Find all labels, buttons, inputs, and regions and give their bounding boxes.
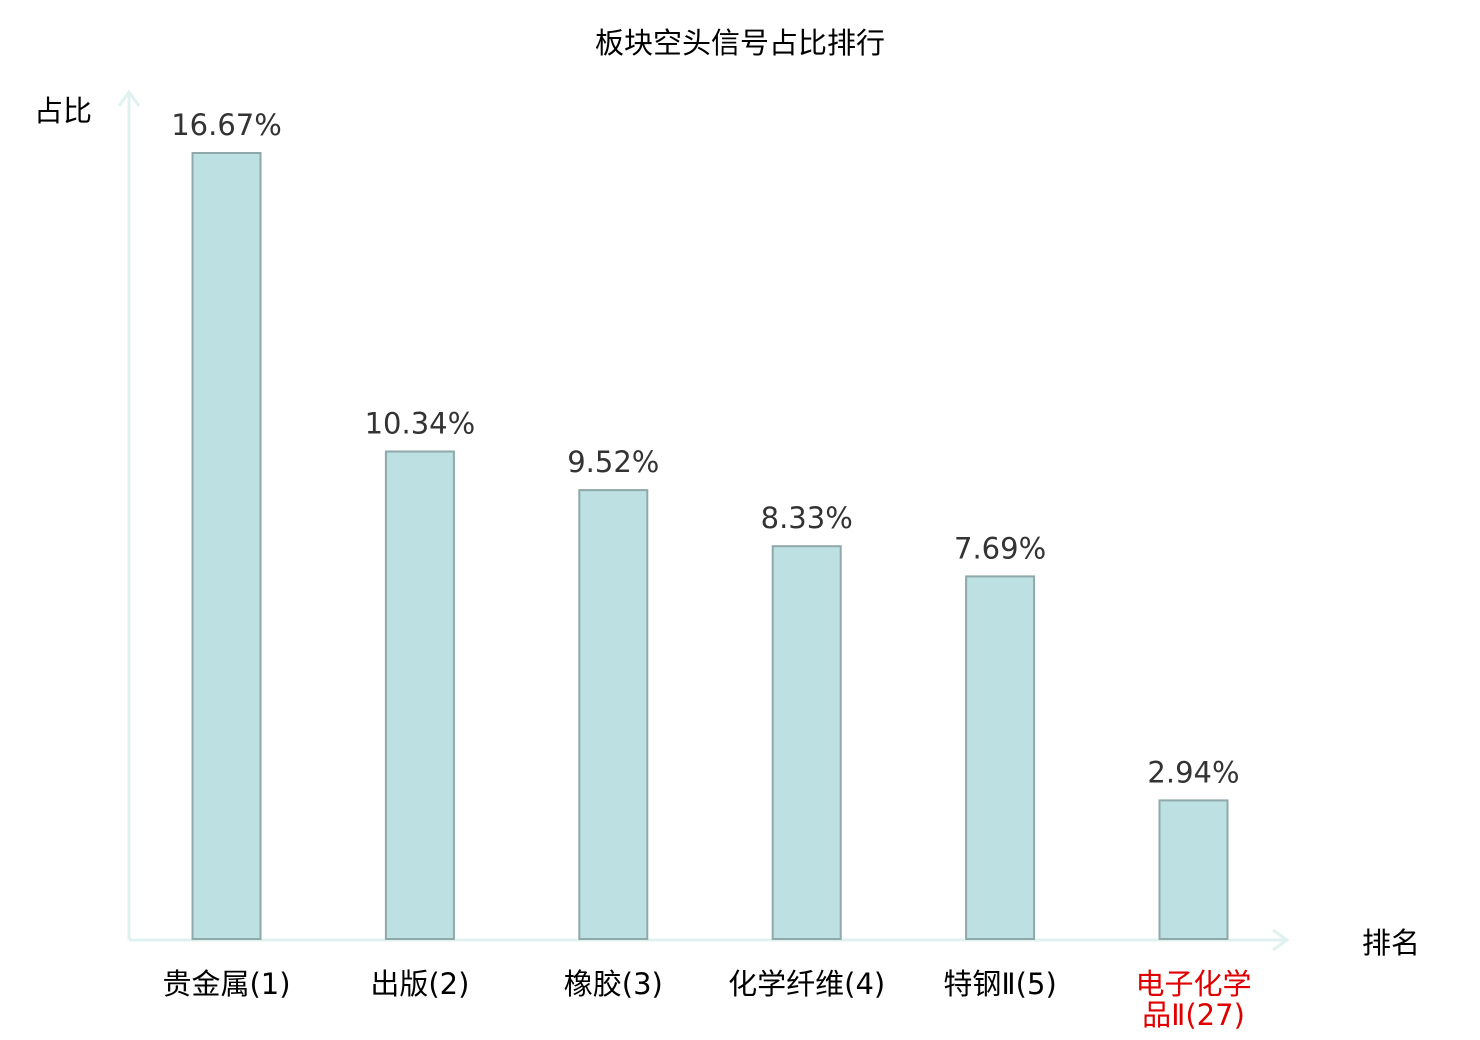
bar bbox=[578, 489, 649, 940]
bar bbox=[384, 450, 455, 940]
bar-value-label: 16.67% bbox=[171, 108, 282, 142]
bar-value-label: 7.69% bbox=[954, 531, 1046, 565]
value-labels: 16.67% 10.34% 9.52% 8.33% 7.69% 2.94% bbox=[171, 108, 1239, 789]
x-axis-arrow-icon bbox=[1272, 928, 1290, 952]
category-label: 贵金属(1) bbox=[162, 967, 290, 1001]
category-label: 电子化学品Ⅱ(27) bbox=[1135, 967, 1251, 1032]
bar bbox=[1158, 799, 1229, 941]
x-axis bbox=[129, 928, 1290, 952]
category-label-line: 贵金属(1) bbox=[162, 967, 290, 1001]
category-label-line: 品Ⅱ(27) bbox=[1142, 998, 1245, 1032]
x-axis-label: 排名 bbox=[1362, 926, 1420, 960]
category-labels: 贵金属(1) 出版(2) 橡胶(3) 化学纤维(4) 特钢Ⅱ(5) 电子化学品Ⅱ(27) bbox=[162, 967, 1251, 1032]
bar bbox=[771, 545, 842, 940]
bar-value-label: 9.52% bbox=[567, 445, 659, 479]
category-label-line: 橡胶(3) bbox=[564, 967, 663, 1001]
category-label-line: 特钢Ⅱ(5) bbox=[943, 967, 1056, 1001]
category-label: 特钢Ⅱ(5) bbox=[943, 967, 1056, 1001]
bar bbox=[191, 152, 262, 940]
category-label: 出版(2) bbox=[370, 967, 469, 1001]
category-label: 橡胶(3) bbox=[564, 967, 663, 1001]
y-axis-arrow-icon bbox=[117, 89, 141, 107]
y-axis-label: 占比 bbox=[34, 94, 92, 128]
chart-title: 板块空头信号占比排行 bbox=[595, 26, 885, 60]
bar-value-label: 8.33% bbox=[761, 501, 853, 535]
bar bbox=[965, 575, 1036, 941]
bars bbox=[191, 152, 1229, 941]
category-label: 化学纤维(4) bbox=[728, 967, 885, 1001]
bar-value-label: 10.34% bbox=[365, 407, 476, 441]
bar-value-label: 2.94% bbox=[1147, 755, 1239, 789]
category-label-line: 电子化学 bbox=[1135, 967, 1251, 1001]
category-label-line: 出版(2) bbox=[370, 967, 469, 1001]
y-axis bbox=[117, 89, 141, 940]
category-label-line: 化学纤维(4) bbox=[728, 967, 885, 1001]
